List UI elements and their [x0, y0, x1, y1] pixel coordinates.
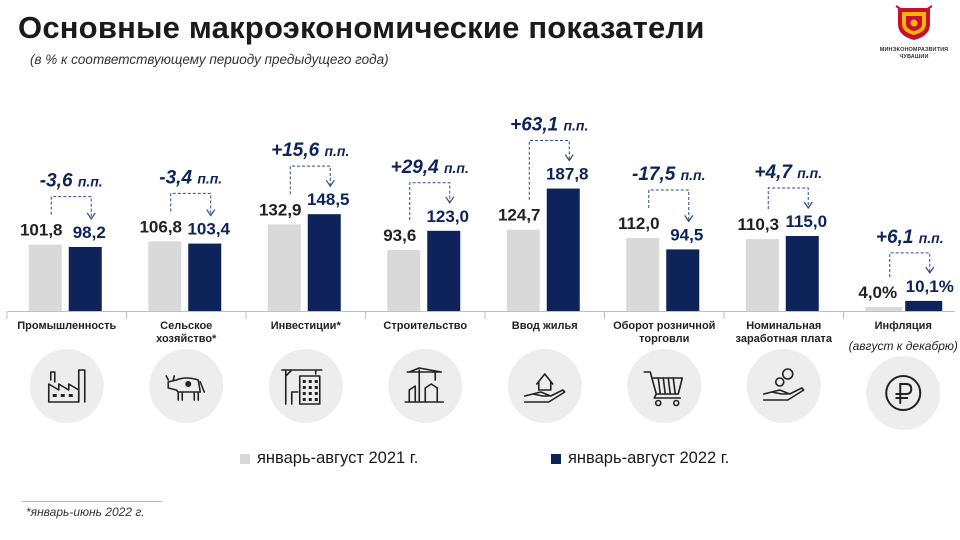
category-label: хозяйство*: [156, 333, 217, 345]
crane-icon: [404, 367, 445, 403]
bar-2022: [427, 230, 461, 311]
change-label: +29,4 п.п.: [391, 157, 469, 178]
change-arrow: [564, 154, 574, 162]
bar-2021: [506, 229, 540, 311]
value-label-2022: 115,0: [785, 212, 827, 231]
change-arrow: [86, 212, 96, 221]
change-arrow: [206, 209, 216, 217]
bar-2022: [546, 188, 580, 311]
legend-label-2022: январь-август 2022 г.: [568, 449, 730, 467]
bar-2022: [68, 246, 102, 311]
change-label: -17,5 п.п.: [632, 164, 705, 185]
construction-building-icon: [280, 369, 323, 405]
category-label: Ввод жилья: [512, 320, 578, 332]
footnote-divider: [22, 501, 162, 502]
bar-2021: [745, 239, 779, 311]
category-label: Сельское: [160, 320, 212, 332]
icon-circle: [746, 349, 821, 423]
value-label-2022: 94,5: [670, 225, 703, 244]
category-note: (август к декабрю): [849, 339, 958, 353]
ministry-logo: МИНЭКОНОМРАЗВИТИЯ ЧУВАШИИ: [876, 4, 952, 60]
change-arrow: [803, 201, 813, 210]
value-label-2022: 10,1%: [906, 277, 954, 296]
change-bracket: [409, 182, 451, 220]
bar-2021: [148, 241, 182, 311]
icon-circle: [388, 349, 463, 423]
value-label-2021: 110,3: [737, 215, 779, 234]
legend-label-2021: январь-август 2021 г.: [257, 449, 419, 467]
factory-icon: [47, 369, 86, 403]
change-label: +15,6 п.п.: [271, 140, 349, 161]
bar-2022: [188, 243, 222, 311]
cow-icon: [165, 375, 206, 401]
logo-line-2: ЧУВАШИИ: [899, 53, 929, 60]
change-bracket: [50, 196, 92, 219]
legend-swatch-2022: [551, 453, 561, 464]
bar-2021: [387, 249, 421, 311]
value-label-2021: 112,0: [618, 214, 660, 233]
value-label-2021: 124,7: [498, 206, 541, 225]
logo-line-1: МИНЭКОНОМРАЗВИТИЯ: [879, 47, 949, 53]
category-label: торговли: [639, 333, 689, 345]
change-bracket: [767, 187, 809, 210]
category-label: Строительство: [383, 320, 467, 332]
legend-item-2022: январь-август 2022 г.: [551, 449, 729, 468]
value-label-2022: 103,4: [187, 220, 230, 239]
change-label: -3,4 п.п.: [159, 167, 222, 188]
bar-2021: [865, 307, 903, 311]
legend-swatch-2021: [240, 453, 250, 464]
change-bracket: [170, 192, 212, 216]
icon-circle: [507, 349, 582, 423]
bar-2022: [785, 236, 819, 311]
bar-2021: [28, 244, 62, 311]
category-label: Промышленность: [17, 320, 116, 332]
category-label: Инфляция: [875, 320, 932, 332]
value-label-2021: 132,9: [259, 200, 302, 219]
change-arrow: [684, 215, 694, 223]
bar-2022: [666, 249, 700, 311]
change-label: -3,6 п.п.: [40, 171, 103, 192]
category-label: заработная плата: [736, 333, 833, 345]
change-bracket: [648, 189, 690, 222]
value-label-2021: 93,6: [383, 226, 416, 245]
change-label: +63,1 п.п.: [510, 115, 588, 136]
ruble-icon: [885, 375, 922, 411]
legend-item-2021: январь-август 2021 г.: [240, 449, 418, 468]
change-arrow: [325, 179, 335, 188]
change-label: +6,1 п.п.: [876, 227, 944, 248]
value-label-2022: 98,2: [73, 223, 106, 242]
value-label-2022: 187,8: [546, 165, 589, 184]
change-arrow: [445, 196, 455, 204]
bar-2022: [905, 300, 943, 311]
bar-2021: [626, 237, 660, 311]
value-label-2021: 106,8: [139, 217, 182, 236]
bar-2021: [267, 224, 301, 311]
category-label: Номинальная: [746, 320, 821, 332]
coat-of-arms-icon: [895, 5, 933, 40]
change-arrow: [925, 266, 935, 274]
house-in-hand-icon: [523, 373, 566, 403]
footnote: *январь-июнь 2022 г.: [26, 505, 145, 519]
value-label-2022: 148,5: [307, 190, 350, 209]
page-title: Основные макроэкономические показатели: [18, 10, 705, 45]
value-label-2021: 101,8: [20, 221, 63, 240]
category-label: Инвестиции*: [271, 320, 342, 332]
bar-2022: [307, 214, 341, 311]
value-label-2021: 4,0%: [858, 283, 897, 302]
money-in-hand-icon: [762, 368, 805, 401]
icon-circle: [29, 349, 104, 423]
value-label-2022: 123,0: [426, 207, 469, 226]
shopping-cart-icon: [643, 371, 684, 407]
category-label: Оборот розничной: [613, 320, 715, 332]
change-bracket: [889, 252, 931, 277]
change-label: +4,7 п.п.: [754, 162, 822, 183]
page-subtitle: (в % к соответствующему периоду предыдущ…: [30, 52, 389, 67]
